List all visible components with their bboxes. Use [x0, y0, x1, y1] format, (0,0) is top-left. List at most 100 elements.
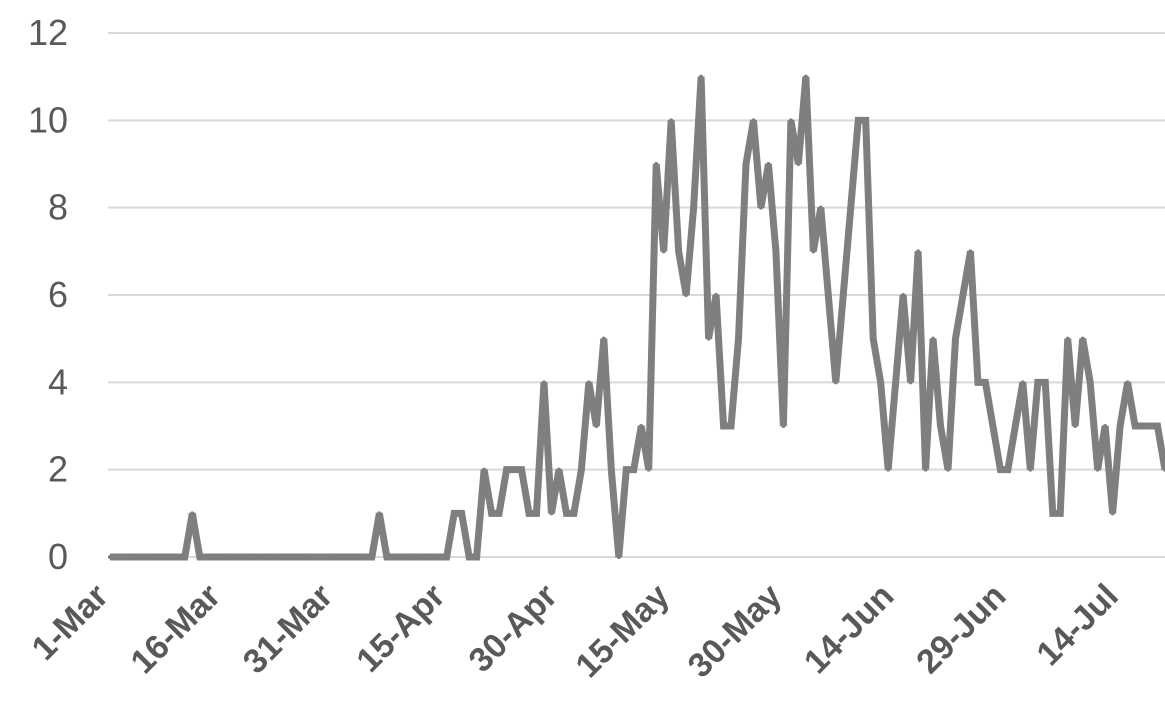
- data-point: [287, 555, 292, 559]
- data-point: [631, 467, 636, 472]
- data-point: [250, 555, 255, 559]
- data-point: [324, 555, 329, 559]
- data-point: [714, 293, 719, 297]
- data-point: [519, 467, 524, 472]
- data-point: [990, 424, 995, 428]
- data-point: [960, 293, 965, 297]
- data-point: [122, 555, 127, 559]
- data-point: [1050, 511, 1055, 516]
- data-point: [706, 336, 711, 341]
- data-point: [489, 511, 494, 516]
- data-point: [856, 118, 861, 123]
- data-point: [437, 555, 442, 559]
- data-point: [968, 249, 973, 254]
- data-point: [669, 118, 674, 123]
- data-point: [354, 555, 359, 559]
- data-point: [422, 555, 427, 559]
- data-point: [1088, 380, 1093, 385]
- data-point: [729, 424, 734, 428]
- data-point: [317, 555, 322, 559]
- data-point: [362, 555, 367, 559]
- y-axis-tick-labels: 0 2 4 6 8 10 12: [28, 12, 68, 577]
- data-point: [931, 336, 936, 341]
- data-point: [901, 293, 906, 297]
- data-point: [444, 555, 449, 559]
- series-layer: [108, 74, 1165, 561]
- y-tick-label: 0: [48, 536, 68, 577]
- y-tick-label: 12: [28, 12, 68, 53]
- data-point: [1155, 424, 1160, 428]
- data-point: [541, 380, 546, 385]
- data-point: [310, 555, 315, 559]
- data-point: [751, 118, 756, 123]
- data-point: [684, 293, 689, 297]
- data-point: [130, 555, 135, 559]
- data-point: [564, 511, 569, 516]
- data-point: [459, 511, 464, 516]
- data-point: [205, 555, 210, 559]
- data-point: [384, 555, 389, 559]
- data-point: [758, 205, 763, 210]
- data-point: [399, 555, 404, 559]
- data-point: [646, 467, 651, 472]
- data-point: [616, 555, 621, 559]
- data-point: [1118, 424, 1123, 428]
- data-point: [676, 249, 681, 254]
- data-point: [190, 511, 195, 516]
- x-tick-label: 31-Mar: [236, 577, 340, 681]
- data-point: [654, 162, 659, 166]
- data-point: [848, 205, 853, 210]
- data-point: [893, 380, 898, 385]
- data-point: [1005, 467, 1010, 472]
- data-point: [392, 555, 397, 559]
- data-point: [1080, 336, 1085, 341]
- data-point: [332, 555, 337, 559]
- data-point: [1095, 467, 1100, 472]
- x-tick-label: 15-Apr: [349, 577, 452, 680]
- data-point: [182, 555, 187, 559]
- x-tick-label: 16-Mar: [124, 577, 228, 681]
- data-point: [743, 162, 748, 166]
- data-point: [175, 555, 180, 559]
- data-point: [1148, 424, 1153, 428]
- data-point: [1020, 380, 1025, 385]
- data-point: [504, 467, 509, 472]
- y-tick-label: 2: [48, 449, 68, 490]
- data-point: [1043, 380, 1048, 385]
- data-point: [579, 467, 584, 472]
- data-point: [295, 555, 300, 559]
- data-point: [609, 467, 614, 472]
- data-point: [975, 380, 980, 385]
- data-point: [998, 467, 1003, 472]
- x-tick-label: 15-May: [568, 577, 676, 685]
- data-point: [833, 380, 838, 385]
- data-point: [953, 336, 958, 341]
- data-point: [272, 555, 277, 559]
- data-point: [1133, 424, 1138, 428]
- data-point: [212, 555, 217, 559]
- data-point: [841, 293, 846, 297]
- data-point: [1065, 336, 1070, 341]
- data-point: [691, 205, 696, 210]
- data-point: [556, 467, 561, 472]
- data-point: [145, 555, 150, 559]
- x-tick-label: 14-Jun: [797, 577, 901, 681]
- data-point: [661, 249, 666, 254]
- data-point: [781, 424, 786, 428]
- data-point: [280, 555, 285, 559]
- y-tick-label: 8: [48, 187, 68, 228]
- data-point: [414, 555, 419, 559]
- data-point: [152, 555, 157, 559]
- data-point: [803, 74, 808, 79]
- data-point: [482, 467, 487, 472]
- data-point: [474, 555, 479, 559]
- data-point: [1028, 467, 1033, 472]
- data-point: [257, 555, 262, 559]
- data-point: [549, 511, 554, 516]
- data-point: [886, 467, 891, 472]
- data-point: [1125, 380, 1130, 385]
- data-point: [721, 424, 726, 428]
- data-point: [429, 555, 434, 559]
- data-point: [235, 555, 240, 559]
